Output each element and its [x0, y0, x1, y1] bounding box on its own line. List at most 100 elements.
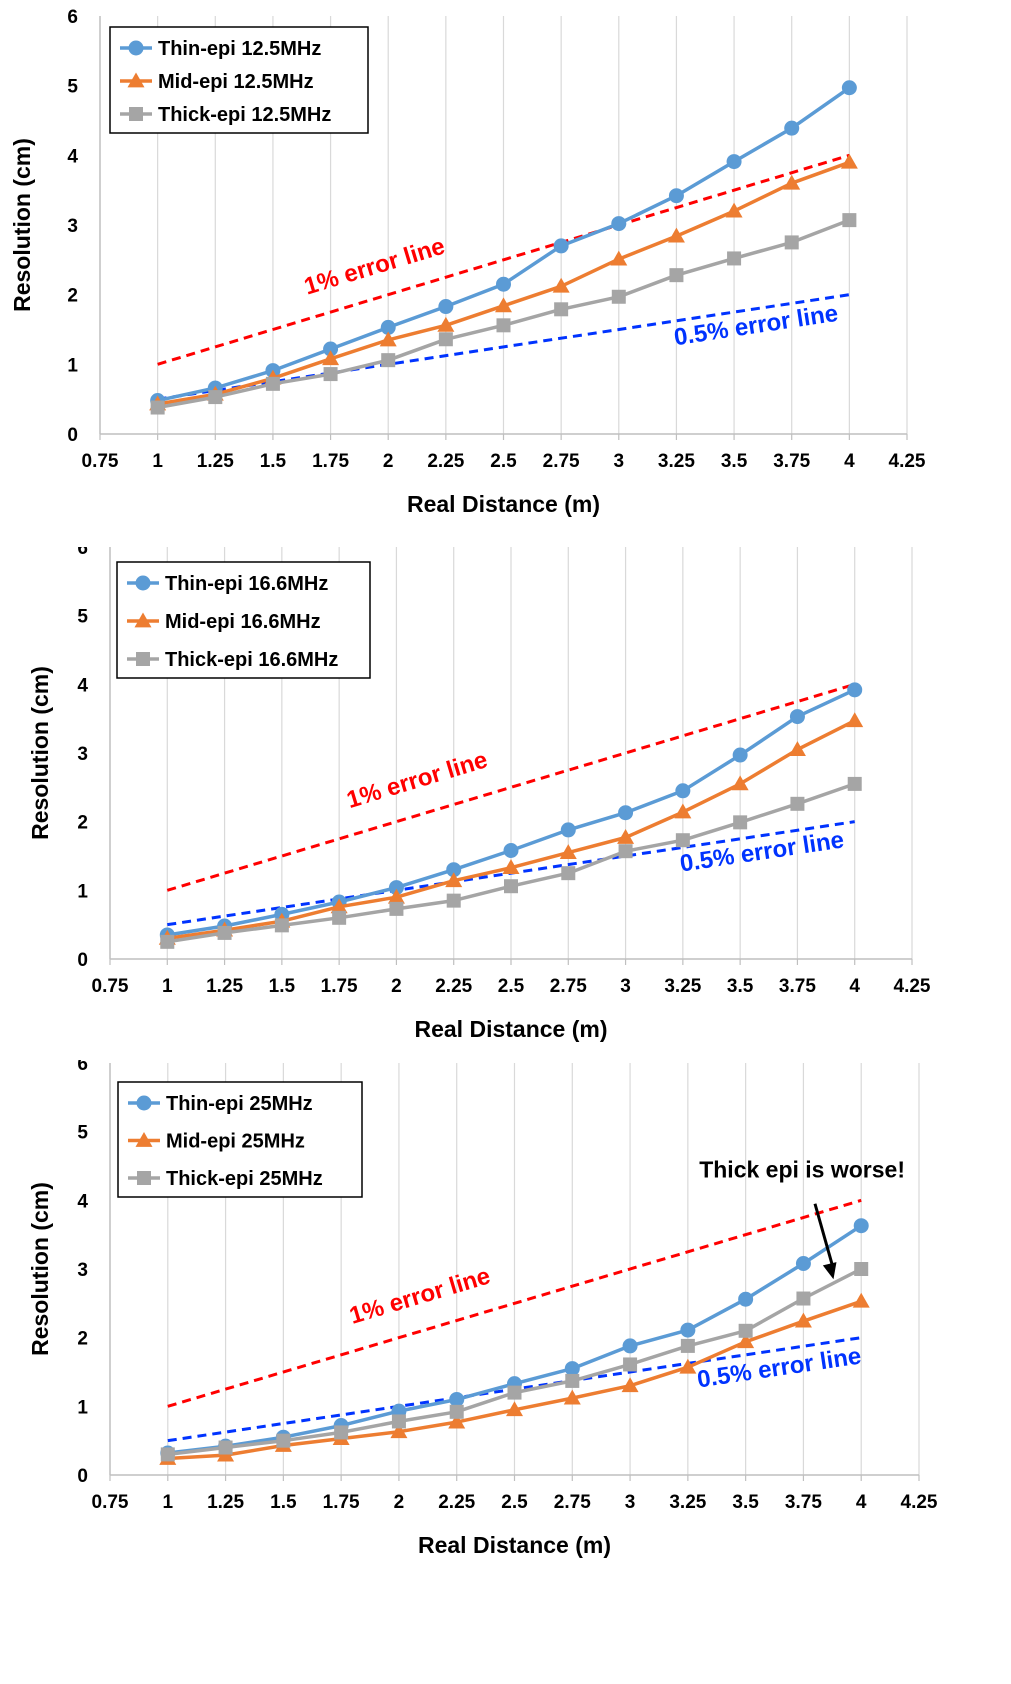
data-point-triangle	[840, 153, 858, 169]
data-point-triangle	[621, 1377, 639, 1393]
legend-swatch-square	[137, 1171, 151, 1185]
chart-panel-1: 0.75 1 1.25 1.5 1.75 2 2.25 2.5 2.75 3 3.25 3.5 3.75…	[0, 0, 1011, 561]
data-point-triangle	[783, 174, 801, 190]
data-point-square	[669, 268, 684, 283]
data-point-circle	[564, 1361, 580, 1377]
data-point-square	[847, 776, 862, 791]
data-point-triangle	[731, 775, 749, 791]
x-tick-label: 1.25	[207, 1492, 244, 1513]
data-point-square	[842, 213, 857, 228]
data-point-triangle	[559, 844, 577, 859]
y-axis-title: Resolution (cm)	[9, 138, 35, 312]
data-point-circle	[446, 862, 462, 878]
legend-label: Mid-epi 25MHz	[166, 1131, 305, 1153]
x-tick-label: 2.75	[550, 976, 587, 997]
data-point-circle	[841, 80, 857, 96]
data-point-circle	[738, 1291, 754, 1307]
data-point-square	[675, 833, 690, 848]
x-tick-label: 2.5	[501, 1492, 528, 1513]
chart-1-group: 0.75 1 1.25 1.5 1.75 2 2.25 2.5 2.75 3 3.25 3.5 3.75…	[9, 7, 926, 517]
data-point-circle	[675, 783, 691, 799]
x-tick-label: 4	[849, 976, 860, 997]
legend-label: Thick-epi 12.5MHz	[158, 104, 331, 126]
x-tick-label: 0.75	[82, 451, 119, 472]
data-point-square	[733, 815, 748, 830]
y-axis-title: Resolution (cm)	[27, 1182, 53, 1356]
x-tick-label: 3.25	[669, 1492, 706, 1513]
legend-label: Thick-epi 16.6MHz	[165, 649, 338, 671]
chart-3-svg: 0.75 1 1.25 1.5 1.75 2 2.25 2.5 2.75 3 3.25 3.5 3.75…	[27, 1060, 938, 1558]
data-point-square	[504, 879, 518, 894]
legend-swatch-circle	[128, 40, 144, 56]
data-point-square	[796, 1291, 811, 1306]
chart-1-svg: 0.75 1 1.25 1.5 1.75 2 2.25 2.5 2.75 3 3.25 3.5 3.75…	[9, 7, 926, 517]
legend-label: Thick-epi 25MHz	[166, 1168, 323, 1190]
error-line-label: 1% error line	[344, 746, 491, 814]
y-tick-label: 2	[77, 1329, 88, 1350]
y-tick-label: 5	[77, 1123, 88, 1144]
x-tick-label: 1.5	[269, 976, 296, 997]
chart-panel-3: 0.75 1 1.25 1.5 1.75 2 2.25 2.5 2.75 3 3.25 3.5 3.75…	[0, 1060, 1011, 1622]
x-tick-label: 3.25	[658, 451, 695, 472]
error-line-label: 1% error line	[301, 233, 448, 301]
x-tick-label: 1.25	[206, 976, 243, 997]
data-point-circle	[388, 880, 404, 896]
x-tick-label: 3.5	[732, 1492, 759, 1513]
data-point-circle	[622, 1338, 638, 1354]
y-tick-label: 6	[77, 547, 88, 559]
data-point-triangle	[552, 277, 570, 293]
data-point-triangle	[674, 803, 692, 819]
legend: Thin-epi 16.6MHz Mid-epi 16.6MHz Thick-epi…	[116, 561, 371, 679]
x-tick-label: 2.5	[498, 976, 525, 997]
legend-label: Thin-epi 25MHz	[166, 1093, 313, 1115]
x-tick-label: 3	[620, 976, 631, 997]
data-point-triangle	[448, 1413, 466, 1429]
x-axis-title: Real Distance (m)	[414, 1016, 607, 1042]
chart-2-svg: 0.75 1 1.25 1.5 1.75 2 2.25 2.5 2.75 3 3.25 3.5 3.75…	[27, 547, 931, 1042]
legend-swatch-square	[129, 107, 143, 121]
error-line-1pct	[157, 153, 850, 366]
x-tick-label: 3.75	[773, 451, 810, 472]
data-point-circle	[323, 341, 339, 357]
y-tick-label: 1	[77, 881, 88, 902]
legend-label: Thin-epi 16.6MHz	[165, 573, 328, 595]
x-tick-label: 4.25	[894, 976, 931, 997]
x-tick-label: 3.5	[727, 976, 754, 997]
data-point-circle	[680, 1322, 696, 1338]
error-line-1pct	[167, 1198, 862, 1408]
x-tick-label: 1	[152, 451, 163, 472]
data-point-square	[507, 1385, 522, 1400]
legend-swatch-square	[136, 652, 150, 666]
data-point-circle	[847, 682, 863, 698]
x-tick-label: 2	[394, 1492, 405, 1513]
data-point-square	[496, 318, 511, 333]
data-point-square	[276, 1433, 291, 1448]
legend-swatch-triangle	[127, 72, 145, 88]
x-tick-label: 4.25	[901, 1492, 938, 1513]
data-point-square	[727, 251, 742, 266]
data-point-triangle	[506, 1401, 523, 1417]
data-point-circle	[784, 120, 800, 136]
x-tick-label: 1	[162, 976, 173, 997]
x-tick-label: 4	[856, 1492, 867, 1513]
y-tick-label: 0	[67, 425, 78, 446]
data-point-square	[391, 1414, 406, 1429]
data-point-square	[389, 901, 404, 916]
x-tick-label: 1.25	[197, 451, 234, 472]
x-tick-label: 2.25	[438, 1492, 475, 1513]
data-point-square	[274, 918, 289, 933]
data-point-circle	[553, 238, 569, 254]
data-point-square	[381, 353, 396, 368]
legend-swatch-triangle	[135, 1132, 153, 1147]
y-tick-label: 3	[67, 216, 78, 237]
data-point-square	[332, 910, 347, 925]
x-tick-label: 3.75	[779, 976, 816, 997]
y-tick-label: 0	[77, 950, 88, 971]
data-point-circle	[732, 747, 748, 763]
annotation-arrow-shaft	[813, 1203, 835, 1270]
x-tick-label: 2	[391, 976, 402, 997]
legend: Thin-epi 25MHz Mid-epi 25MHz Thick-epi 25M…	[117, 1081, 363, 1198]
data-point-square	[611, 289, 626, 304]
data-point-square	[784, 235, 799, 250]
legend-label: Mid-epi 12.5MHz	[158, 71, 314, 93]
